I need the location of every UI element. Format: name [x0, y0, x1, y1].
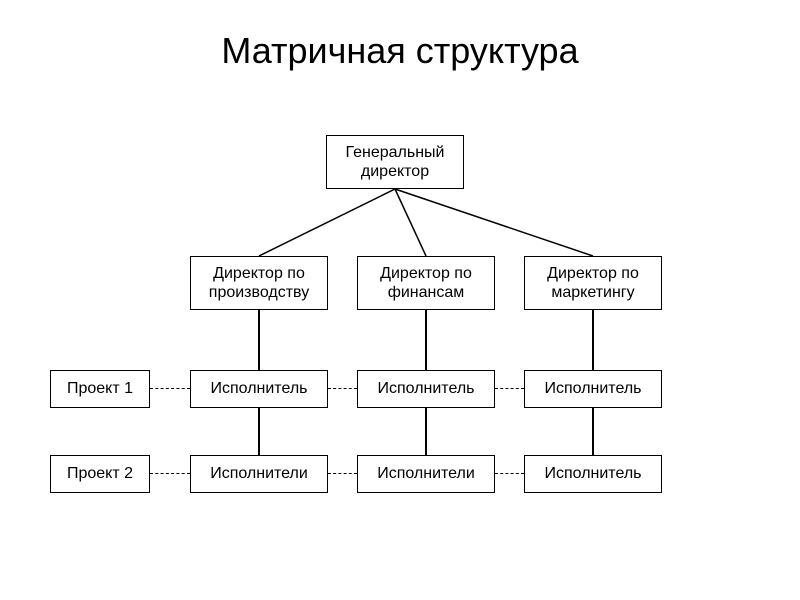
connector-line	[258, 408, 260, 455]
node-r1c2: Исполнитель	[357, 370, 495, 408]
connector-line	[425, 408, 427, 455]
node-label: Проект 1	[67, 379, 133, 398]
node-d-prod: Директор попроизводству	[190, 256, 328, 310]
node-label: Проект 2	[67, 464, 133, 483]
dashed-connector	[150, 473, 190, 474]
connector-line	[592, 310, 594, 370]
node-ceo: Генеральныйдиректор	[326, 135, 464, 189]
dashed-connector	[328, 388, 357, 389]
node-label: Директор пофинансам	[380, 264, 472, 302]
node-label: Исполнитель	[544, 464, 641, 483]
dashed-connector	[150, 388, 190, 389]
node-proj1: Проект 1	[50, 370, 150, 408]
connector-line	[592, 408, 594, 455]
node-label: Исполнитель	[210, 379, 307, 398]
connector-line	[258, 310, 260, 370]
page-title: Матричная структура	[100, 30, 700, 80]
node-r1c1: Исполнитель	[190, 370, 328, 408]
dashed-connector	[328, 473, 357, 474]
node-d-mkt: Директор помаркетингу	[524, 256, 662, 310]
node-label: Директор попроизводству	[209, 264, 309, 302]
node-label: Директор помаркетингу	[547, 264, 639, 302]
node-label: Исполнители	[377, 464, 475, 483]
dashed-connector	[495, 473, 524, 474]
node-label: Генеральныйдиректор	[346, 143, 445, 181]
node-label: Исполнитель	[377, 379, 474, 398]
node-d-fin: Директор пофинансам	[357, 256, 495, 310]
connector-line	[425, 310, 427, 370]
node-r1c3: Исполнитель	[524, 370, 662, 408]
node-r2c1: Исполнители	[190, 455, 328, 493]
node-r2c3: Исполнитель	[524, 455, 662, 493]
node-label: Исполнители	[210, 464, 308, 483]
node-proj2: Проект 2	[50, 455, 150, 493]
node-r2c2: Исполнители	[357, 455, 495, 493]
node-label: Исполнитель	[544, 379, 641, 398]
dashed-connector	[495, 388, 524, 389]
